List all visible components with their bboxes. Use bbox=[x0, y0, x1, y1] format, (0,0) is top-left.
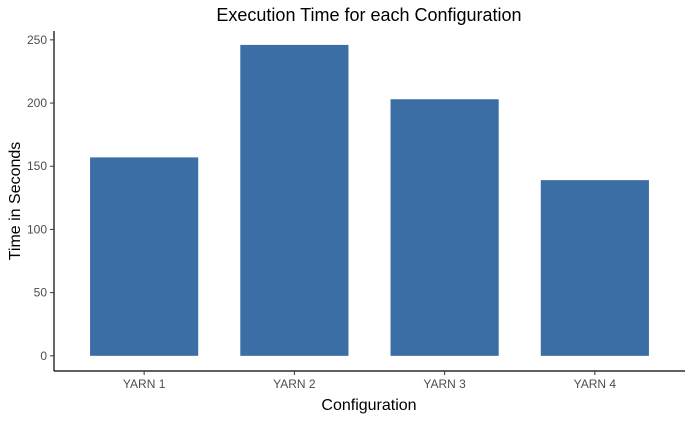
y-tick-label: 50 bbox=[34, 286, 48, 300]
x-tick-label: YARN 2 bbox=[273, 377, 316, 391]
x-tick-label: YARN 3 bbox=[423, 377, 466, 391]
x-tick-label: YARN 1 bbox=[123, 377, 166, 391]
bar-yarn-3 bbox=[390, 99, 499, 356]
bar-yarn-2 bbox=[240, 44, 349, 356]
bars-group bbox=[90, 44, 649, 356]
bar-yarn-4 bbox=[540, 180, 649, 356]
y-tick-label: 100 bbox=[27, 222, 47, 236]
y-tick-label: 0 bbox=[40, 349, 47, 363]
x-ticks-group: YARN 1 YARN 2 YARN 3 YARN 4 bbox=[123, 371, 616, 391]
y-tick-label: 250 bbox=[27, 33, 47, 47]
x-axis-label: Configuration bbox=[321, 397, 416, 414]
y-ticks-group: 0 50 100 150 200 250 bbox=[27, 33, 54, 363]
y-tick-label: 150 bbox=[27, 159, 47, 173]
bar-yarn-1 bbox=[90, 157, 199, 356]
y-axis-label: Time in Seconds bbox=[7, 142, 24, 261]
chart-title: Execution Time for each Configuration bbox=[216, 5, 521, 25]
x-tick-label: YARN 4 bbox=[574, 377, 617, 391]
y-tick-label: 200 bbox=[27, 96, 47, 110]
